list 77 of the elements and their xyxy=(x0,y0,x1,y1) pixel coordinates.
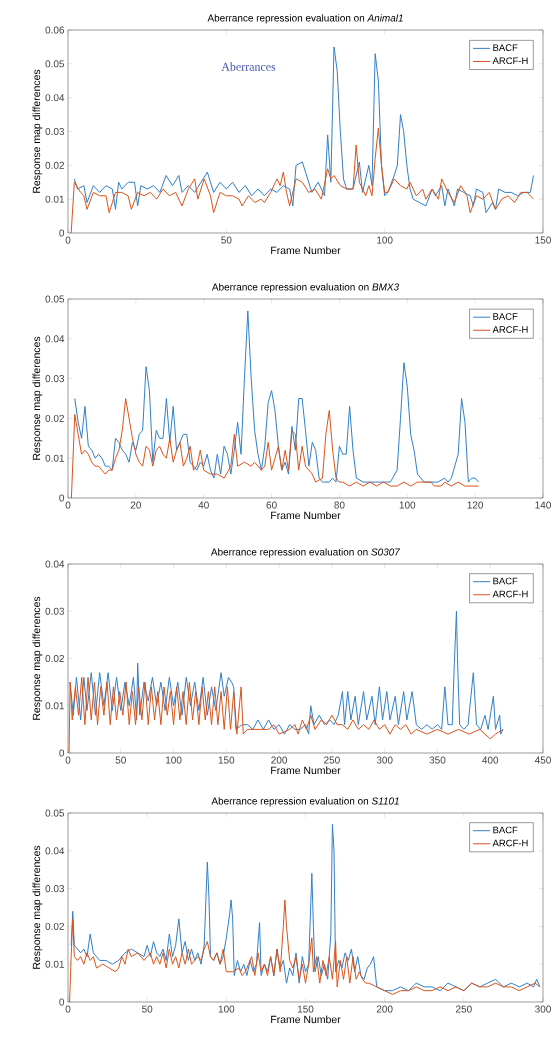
x-axis-title: Frame Number xyxy=(271,766,341,775)
legend-label: BACF xyxy=(493,577,518,585)
x-tick-label: 60 xyxy=(266,501,277,509)
y-tick-label: 0.04 xyxy=(45,847,65,855)
x-tick-label: 150 xyxy=(218,756,235,764)
y-tick-label: 0.05 xyxy=(45,809,65,817)
x-tick-label: 250 xyxy=(456,1005,472,1013)
y-tick-label: 0.01 xyxy=(45,960,64,968)
y-tick-label: 0.06 xyxy=(45,26,65,34)
x-axis-title: Frame Number xyxy=(271,1015,341,1024)
y-axis-title: Response map differences xyxy=(32,845,43,969)
y-tick-label: 0 xyxy=(59,749,65,757)
x-tick-label: 80 xyxy=(334,501,345,509)
x-tick-label: 200 xyxy=(271,756,288,764)
chart-title: Aberrance repression evaluation on S0307 xyxy=(210,548,401,558)
x-tick-label: 250 xyxy=(324,756,340,764)
y-tick-label: 0.03 xyxy=(45,127,65,136)
line-series xyxy=(70,127,534,233)
x-axis-title: Frame Number xyxy=(271,511,341,520)
line-series xyxy=(73,46,534,214)
y-tick-label: 0.03 xyxy=(45,885,65,893)
legend-label: ARCF-H xyxy=(492,57,528,65)
x-tick-label: 50 xyxy=(115,756,126,764)
y-tick-label: 0 xyxy=(59,494,65,502)
y-tick-label: 0.02 xyxy=(45,161,64,169)
chart-title: Aberrance repression evaluation on BMX3 xyxy=(211,283,400,293)
line-series xyxy=(69,610,504,735)
legend-label: BACF xyxy=(493,44,518,52)
x-tick-label: 120 xyxy=(467,501,484,509)
y-tick-label: 0 xyxy=(59,998,65,1006)
legend-label: ARCF-H xyxy=(492,839,528,847)
x-tick-label: 100 xyxy=(218,1005,235,1013)
y-tick-label: 0.04 xyxy=(45,560,65,568)
x-tick-label: 150 xyxy=(535,236,551,244)
x-tick-label: 40 xyxy=(198,501,209,509)
y-tick-label: 0.02 xyxy=(45,414,64,422)
y-tick-label: 0.02 xyxy=(45,654,64,663)
x-tick-label: 450 xyxy=(534,756,551,764)
x-tick-label: 140 xyxy=(535,501,551,509)
x-tick-label: 200 xyxy=(376,1005,393,1013)
legend-label: BACF xyxy=(493,826,518,834)
y-tick-label: 0 xyxy=(59,229,65,237)
y-tick-label: 0.04 xyxy=(45,335,65,343)
x-tick-label: 50 xyxy=(221,236,232,244)
x-tick-label: 0 xyxy=(65,236,71,244)
legend-label: BACF xyxy=(493,313,518,320)
annotation: Aberrances xyxy=(221,62,276,71)
x-tick-label: 300 xyxy=(376,756,393,764)
y-tick-label: 0.05 xyxy=(45,295,65,303)
x-tick-label: 300 xyxy=(535,1005,551,1013)
x-tick-label: 20 xyxy=(130,501,142,509)
x-axis-title: Frame Number xyxy=(271,246,341,255)
y-tick-label: 0.05 xyxy=(45,60,65,68)
legend-label: ARCF-H xyxy=(492,590,528,598)
x-tick-label: 0 xyxy=(65,501,71,509)
x-tick-label: 0 xyxy=(65,1005,71,1013)
y-axis-title: Response map differences xyxy=(32,69,43,193)
x-tick-label: 150 xyxy=(297,1005,314,1013)
y-tick-label: 0.03 xyxy=(45,375,65,383)
y-tick-label: 0.01 xyxy=(45,195,64,203)
y-tick-label: 0.03 xyxy=(45,607,65,615)
y-axis-title: Response map differences xyxy=(32,336,43,460)
x-tick-label: 100 xyxy=(377,236,393,244)
y-tick-label: 0.01 xyxy=(45,454,64,462)
y-tick-label: 0.01 xyxy=(45,702,64,710)
x-tick-label: 350 xyxy=(429,756,446,764)
y-axis-title: Response map differences xyxy=(32,596,43,720)
y-tick-label: 0.02 xyxy=(45,922,64,930)
x-tick-label: 50 xyxy=(142,1005,153,1013)
y-tick-label: 0.04 xyxy=(45,94,65,102)
x-tick-label: 0 xyxy=(65,756,71,764)
x-tick-label: 100 xyxy=(166,756,182,764)
x-tick-label: 100 xyxy=(399,501,416,509)
chart-title: Aberrance repression evaluation on Animal1 xyxy=(207,14,403,24)
legend-label: ARCF-H xyxy=(492,326,528,333)
x-tick-label: 400 xyxy=(482,756,499,764)
chart-title: Aberrance repression evaluation on S1101 xyxy=(211,797,399,807)
